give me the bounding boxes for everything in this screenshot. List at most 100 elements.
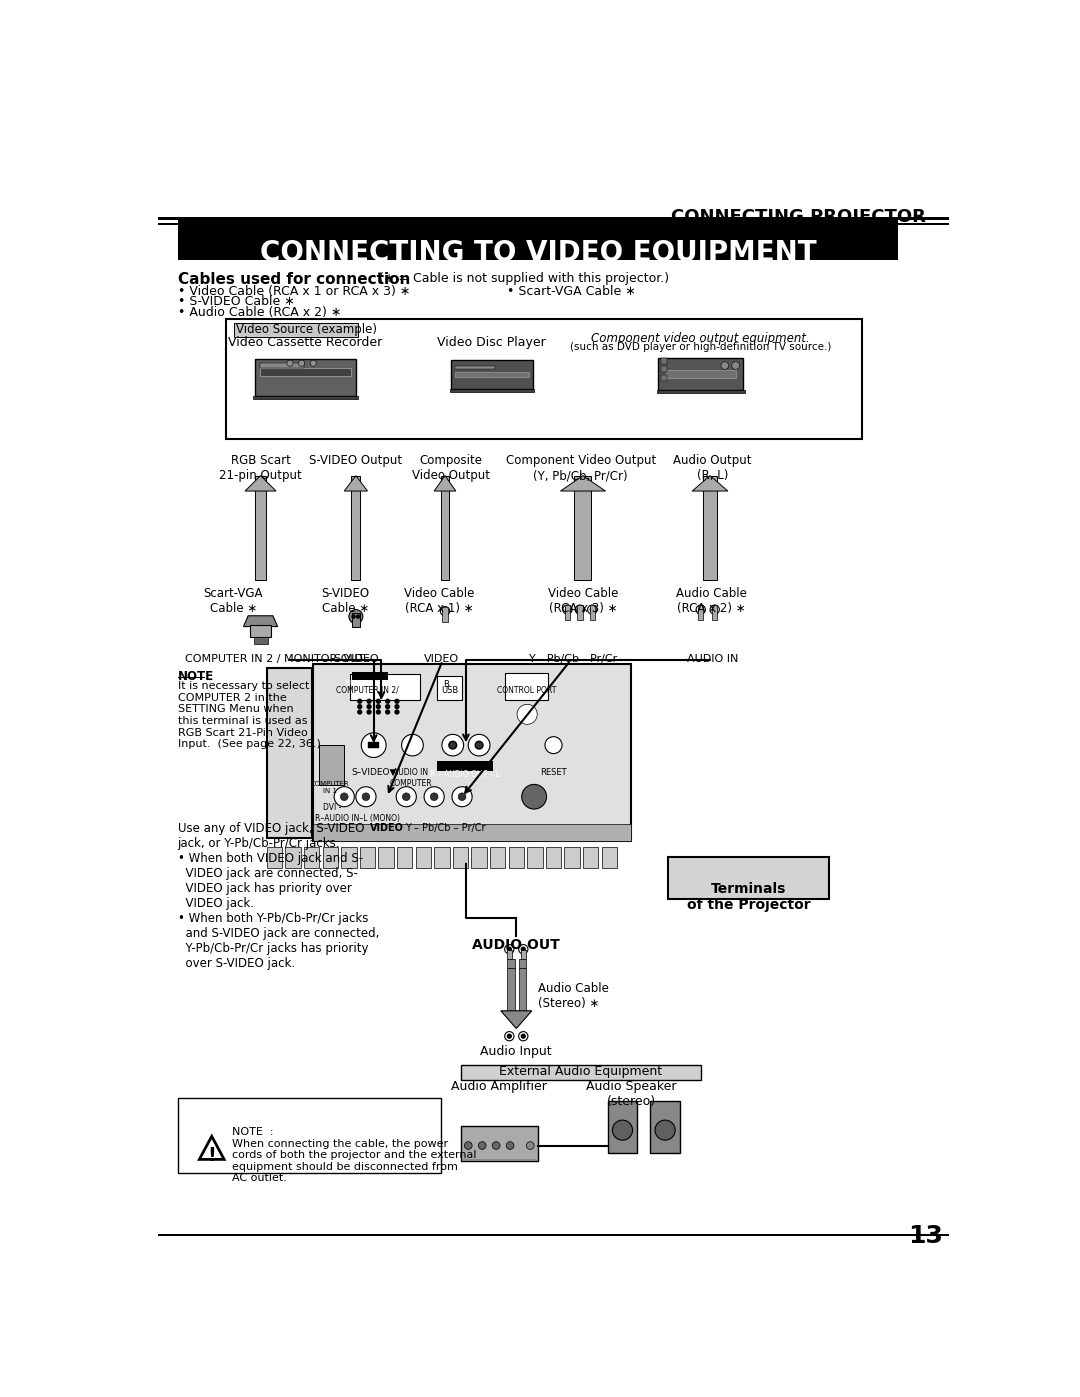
- Circle shape: [469, 735, 490, 756]
- Circle shape: [377, 700, 380, 703]
- Polygon shape: [245, 475, 276, 490]
- Circle shape: [334, 787, 354, 806]
- Bar: [320, 745, 345, 785]
- Bar: [565, 605, 570, 620]
- Circle shape: [656, 1120, 675, 1140]
- Circle shape: [442, 735, 463, 756]
- Text: B: B: [443, 680, 448, 689]
- Text: Audio Amplifier: Audio Amplifier: [451, 1080, 548, 1092]
- Bar: [368, 742, 379, 749]
- Text: 13: 13: [908, 1224, 943, 1248]
- Circle shape: [508, 1034, 511, 1038]
- Text: Video Cable
(RCA x 3) ∗: Video Cable (RCA x 3) ∗: [548, 587, 618, 615]
- Circle shape: [356, 615, 360, 617]
- Bar: [159, 1234, 948, 1235]
- Circle shape: [443, 609, 447, 613]
- Circle shape: [710, 605, 719, 615]
- Bar: [462, 1160, 537, 1161]
- Circle shape: [395, 710, 399, 714]
- Circle shape: [430, 793, 438, 800]
- Bar: [669, 856, 829, 900]
- Circle shape: [367, 700, 372, 703]
- Bar: [545, 847, 562, 869]
- Text: CONNECTING PROJECTOR: CONNECTING PROJECTOR: [671, 208, 926, 226]
- Bar: [590, 605, 595, 620]
- Bar: [267, 668, 312, 838]
- Circle shape: [449, 742, 457, 749]
- Bar: [703, 475, 717, 580]
- Text: VIDEO: VIDEO: [423, 654, 459, 665]
- Text: S-VIDEO: S-VIDEO: [333, 654, 379, 665]
- Bar: [471, 847, 487, 869]
- Circle shape: [713, 608, 717, 612]
- Bar: [650, 1101, 679, 1154]
- Bar: [416, 847, 431, 869]
- Circle shape: [367, 704, 372, 708]
- Text: COMPUTER
IN 1: COMPUTER IN 1: [311, 781, 350, 795]
- Bar: [507, 950, 512, 960]
- Bar: [666, 370, 735, 377]
- Polygon shape: [501, 1011, 531, 1028]
- Circle shape: [526, 1141, 535, 1150]
- Circle shape: [576, 605, 584, 615]
- Text: It is necessary to select
COMPUTER 2 in the
SETTING Menu when
this terminal is u: It is necessary to select COMPUTER 2 in …: [177, 682, 321, 749]
- Circle shape: [563, 605, 572, 615]
- Bar: [490, 847, 505, 869]
- Bar: [350, 675, 420, 700]
- Text: Scart-VGA
Cable ∗: Scart-VGA Cable ∗: [204, 587, 264, 615]
- Bar: [434, 847, 449, 869]
- Circle shape: [369, 743, 373, 746]
- Bar: [507, 960, 515, 968]
- Circle shape: [578, 608, 582, 612]
- Text: NOTE: NOTE: [177, 669, 214, 683]
- Bar: [657, 390, 745, 393]
- Circle shape: [403, 793, 410, 800]
- Bar: [698, 605, 703, 620]
- Bar: [177, 219, 899, 260]
- Circle shape: [310, 360, 316, 366]
- Bar: [352, 613, 360, 627]
- Bar: [451, 360, 532, 390]
- Bar: [441, 475, 449, 580]
- Text: Y – Pb/Cb – Pr/Cr: Y – Pb/Cb – Pr/Cr: [405, 823, 485, 833]
- Text: (such as DVD player or high-definition TV source.): (such as DVD player or high-definition T…: [570, 342, 832, 352]
- Circle shape: [357, 700, 362, 703]
- Circle shape: [395, 704, 399, 708]
- Bar: [575, 475, 592, 580]
- Text: CONTROL PORT: CONTROL PORT: [498, 686, 557, 694]
- Bar: [255, 475, 267, 580]
- Text: Audio Cable
(RCA x 2) ∗: Audio Cable (RCA x 2) ∗: [676, 587, 747, 615]
- Bar: [602, 847, 617, 869]
- Bar: [303, 847, 320, 869]
- Bar: [577, 605, 582, 620]
- Text: • S-VIDEO Cable ∗: • S-VIDEO Cable ∗: [177, 295, 295, 309]
- Text: • Scart-VGA Cable ∗: • Scart-VGA Cable ∗: [507, 285, 636, 298]
- Polygon shape: [434, 475, 456, 490]
- Polygon shape: [200, 1136, 225, 1160]
- Circle shape: [367, 710, 372, 714]
- Circle shape: [518, 944, 528, 954]
- Text: R–AUDIO IN–L (MONO): R–AUDIO IN–L (MONO): [315, 813, 400, 823]
- Text: CONNECTING TO VIDEO EQUIPMENT: CONNECTING TO VIDEO EQUIPMENT: [259, 239, 816, 267]
- Text: COMPUTER IN 2 / MONITOR OUT: COMPUTER IN 2 / MONITOR OUT: [185, 654, 364, 665]
- Circle shape: [507, 1141, 514, 1150]
- Bar: [449, 390, 535, 393]
- Circle shape: [356, 787, 376, 806]
- Bar: [285, 847, 301, 869]
- Circle shape: [377, 704, 380, 708]
- Text: VIDEO: VIDEO: [370, 823, 404, 833]
- Circle shape: [522, 784, 546, 809]
- Bar: [661, 358, 666, 365]
- Text: Video Source (example): Video Source (example): [235, 323, 377, 337]
- Text: !: !: [207, 1147, 216, 1165]
- Bar: [352, 672, 388, 680]
- Circle shape: [518, 1031, 528, 1041]
- Bar: [437, 760, 494, 771]
- Circle shape: [349, 609, 363, 623]
- Bar: [505, 673, 548, 700]
- Circle shape: [588, 605, 597, 615]
- Circle shape: [395, 700, 399, 703]
- Bar: [378, 847, 394, 869]
- Text: S-VIDEO Output: S-VIDEO Output: [309, 454, 403, 467]
- Polygon shape: [345, 475, 367, 490]
